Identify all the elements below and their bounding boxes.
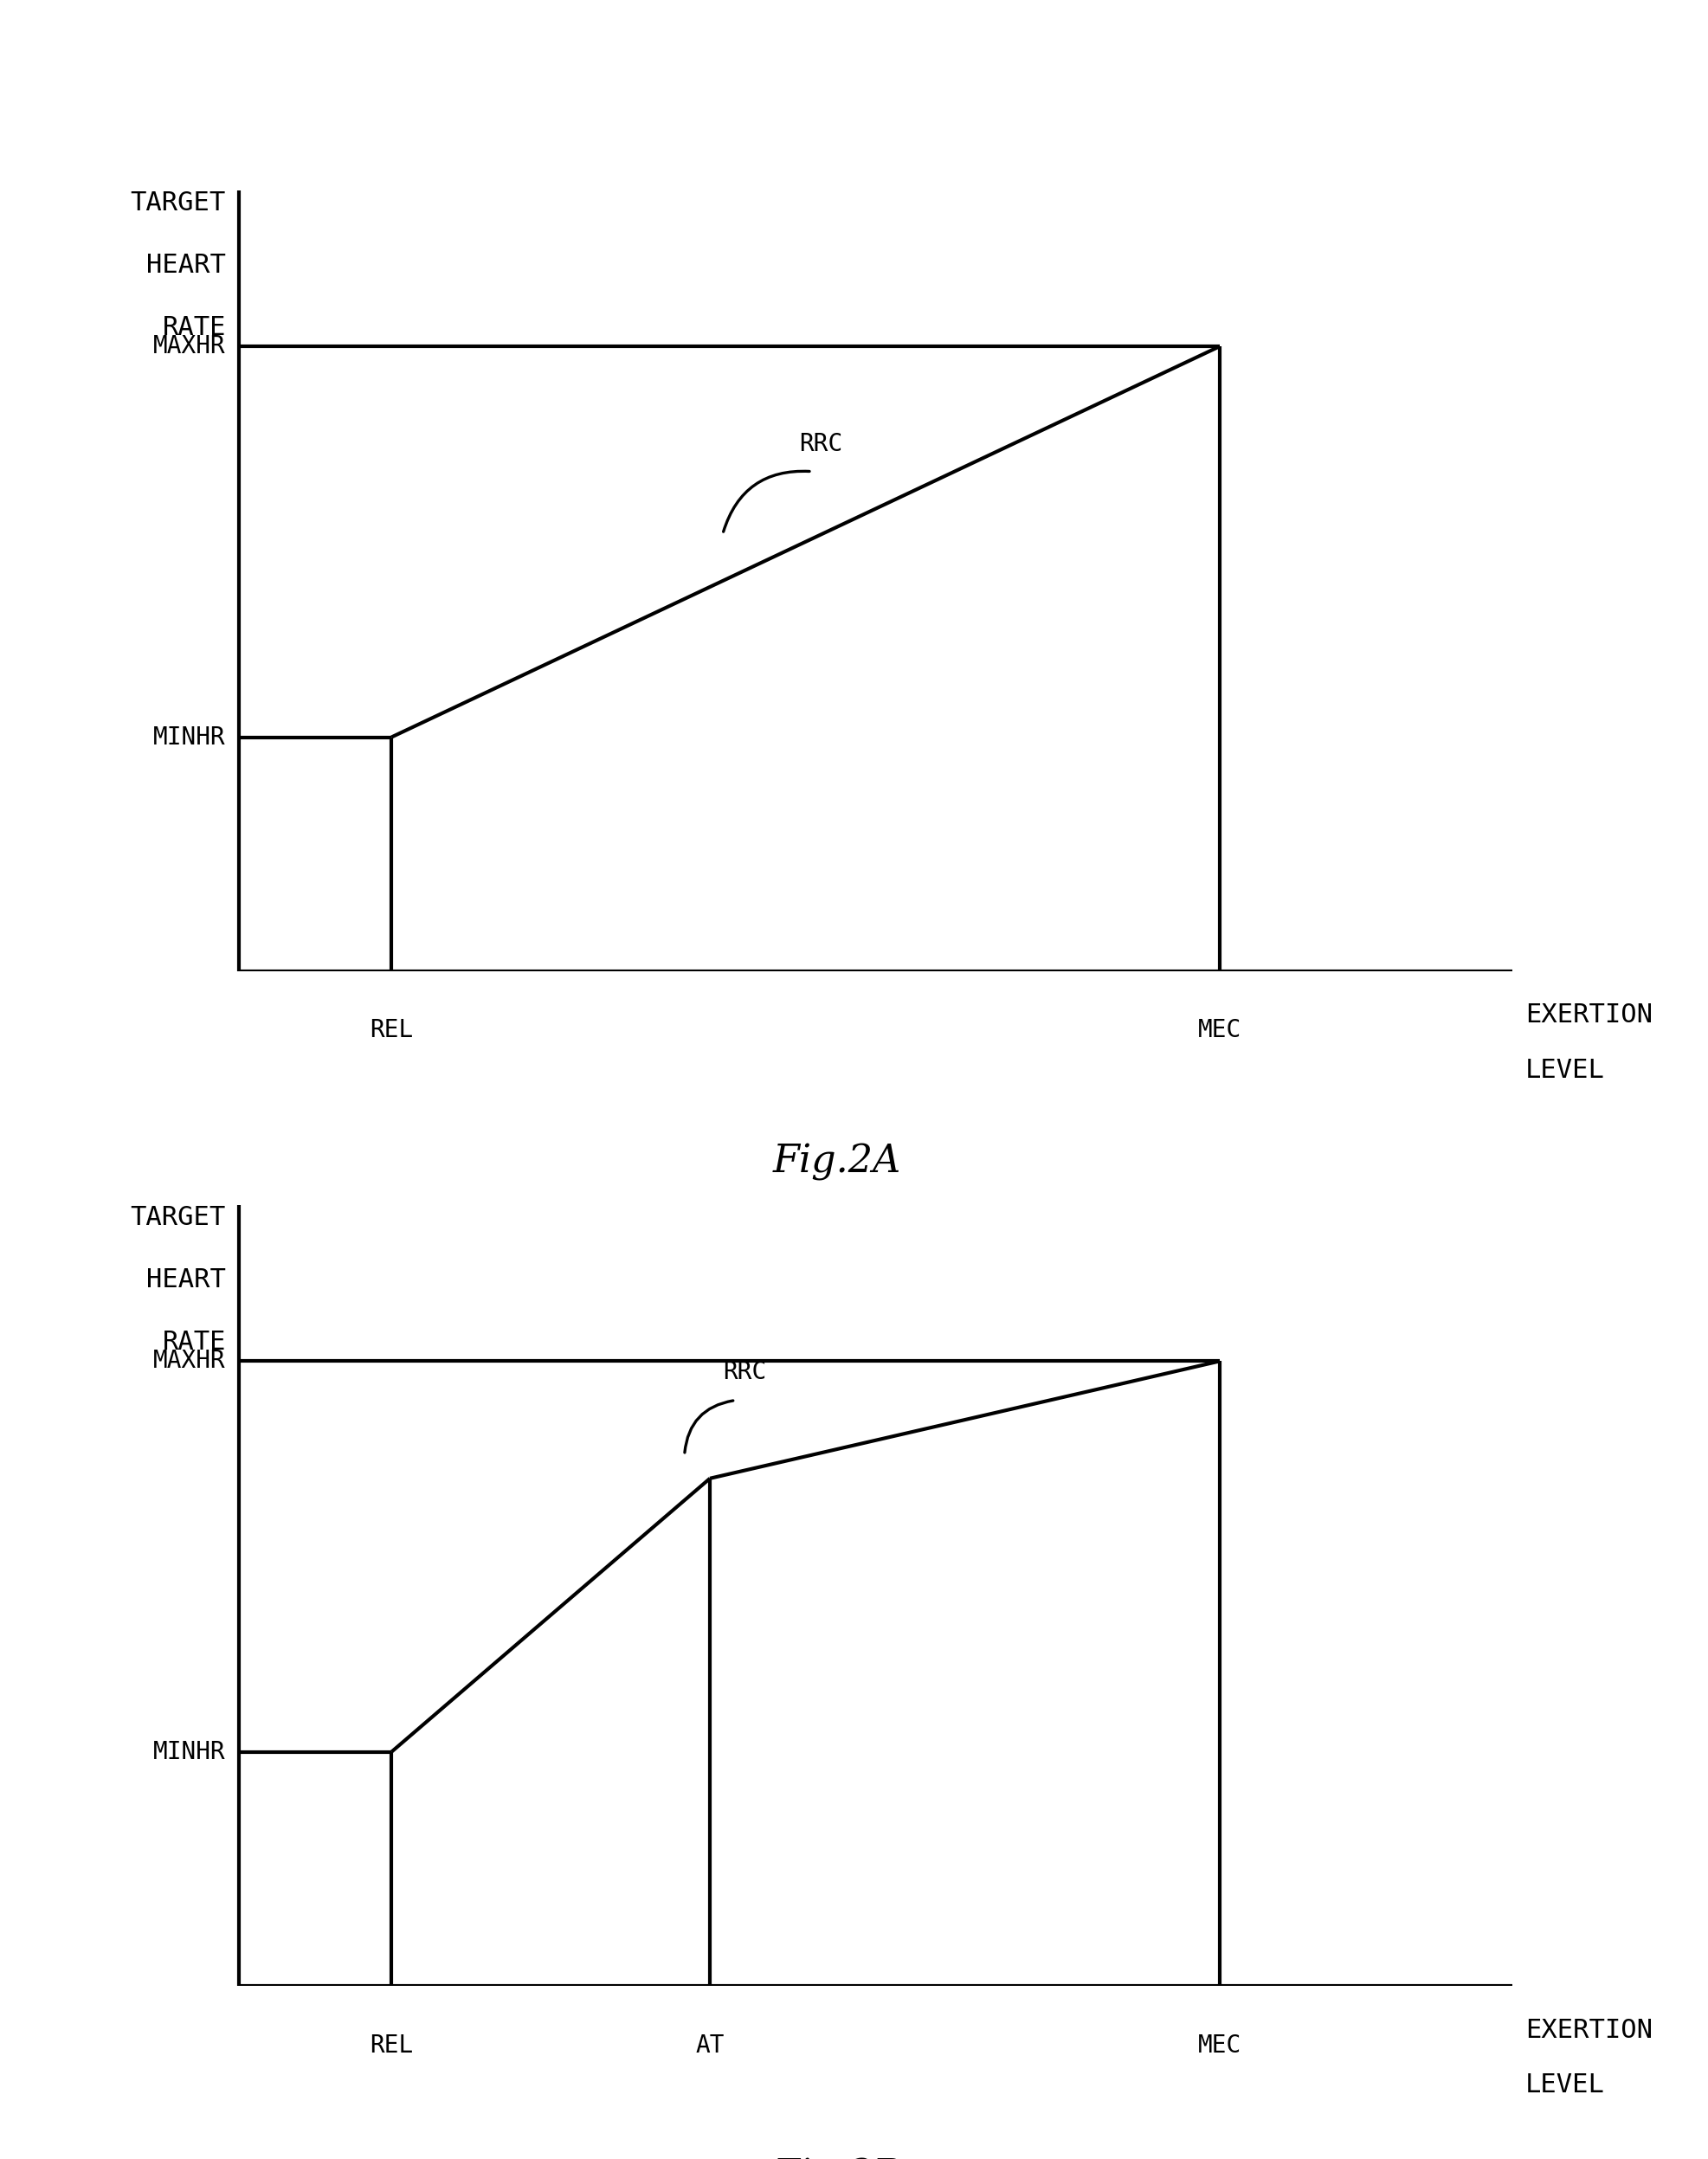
Text: Fig.2A: Fig.2A [772,1144,902,1181]
Text: RRC: RRC [722,1360,765,1384]
Text: RATE: RATE [162,1330,225,1356]
Text: MINHR: MINHR [154,725,225,749]
Text: HEART: HEART [147,1267,225,1293]
Text: MAXHR: MAXHR [154,1349,225,1373]
Text: REL: REL [369,1019,413,1043]
Text: MAXHR: MAXHR [154,335,225,358]
Text: MEC: MEC [1197,1019,1240,1043]
Text: TARGET: TARGET [130,1205,225,1231]
Text: MEC: MEC [1197,2034,1240,2058]
Text: MINHR: MINHR [154,1740,225,1764]
Text: AT: AT [695,2034,724,2058]
Text: HEART: HEART [147,253,225,279]
Text: LEVEL: LEVEL [1525,1058,1604,1082]
Text: LEVEL: LEVEL [1525,2073,1604,2096]
Text: RATE: RATE [162,315,225,341]
Text: TARGET: TARGET [130,190,225,216]
Text: REL: REL [369,2034,413,2058]
Text: EXERTION: EXERTION [1525,2017,1652,2042]
Text: EXERTION: EXERTION [1525,1002,1652,1028]
Text: RRC: RRC [799,432,842,456]
